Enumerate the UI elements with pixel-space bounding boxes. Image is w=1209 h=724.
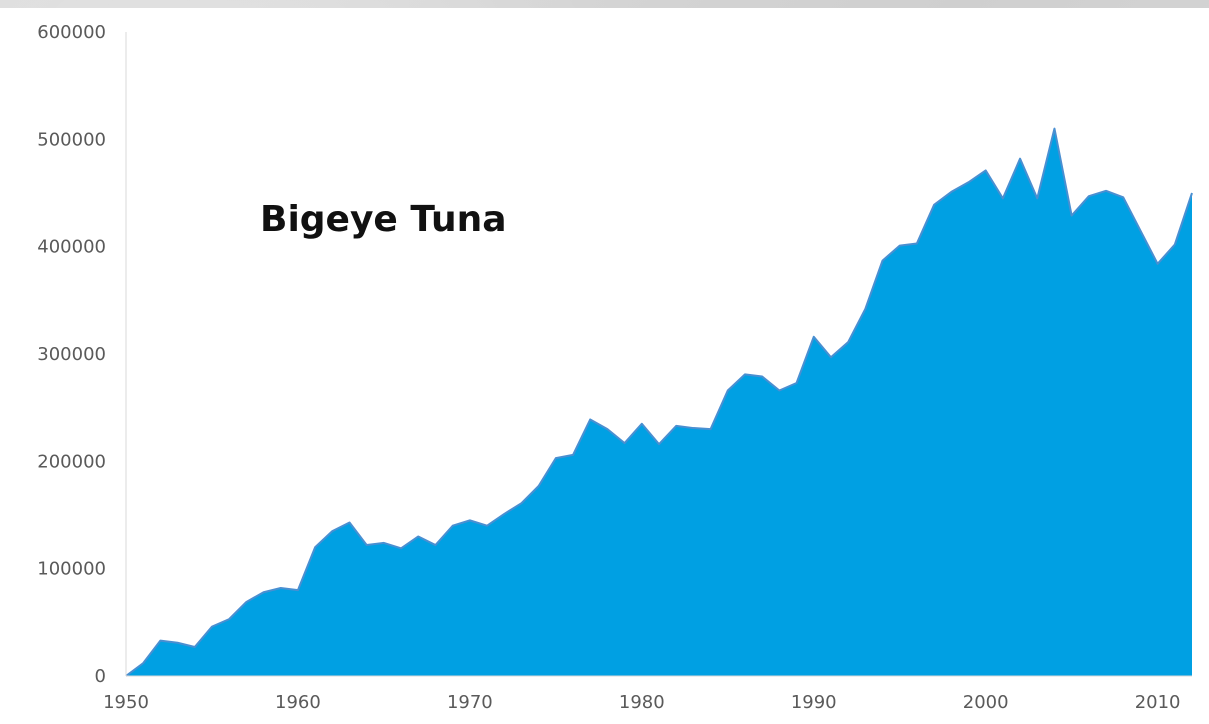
y-tick-label: 0 [95,666,106,687]
area-outline [125,127,1193,677]
area-series [125,127,1193,677]
y-tick-label: 600000 [37,22,106,43]
area-fill [126,128,1192,677]
y-tick-label: 300000 [37,344,106,365]
y-tick-label: 400000 [37,237,106,258]
y-tick-label: 200000 [37,451,106,472]
chart-title: Bigeye Tuna [260,199,507,240]
axes [125,32,1192,677]
x-tick-label: 2010 [1135,692,1181,713]
x-tick-label: 2000 [963,692,1009,713]
y-tick-label: 100000 [37,559,106,580]
y-axis-ticks: 0 100000 200000 300000 400000 500000 600000 [37,22,106,687]
x-tick-label: 1970 [447,692,493,713]
x-tick-label: 1950 [103,692,149,713]
y-tick-label: 500000 [37,129,106,150]
x-tick-label: 1980 [619,692,665,713]
x-axis-ticks: 1950 1960 1970 1980 1990 2000 2010 [103,692,1180,713]
x-tick-label: 1960 [275,692,321,713]
x-tick-label: 1990 [791,692,837,713]
